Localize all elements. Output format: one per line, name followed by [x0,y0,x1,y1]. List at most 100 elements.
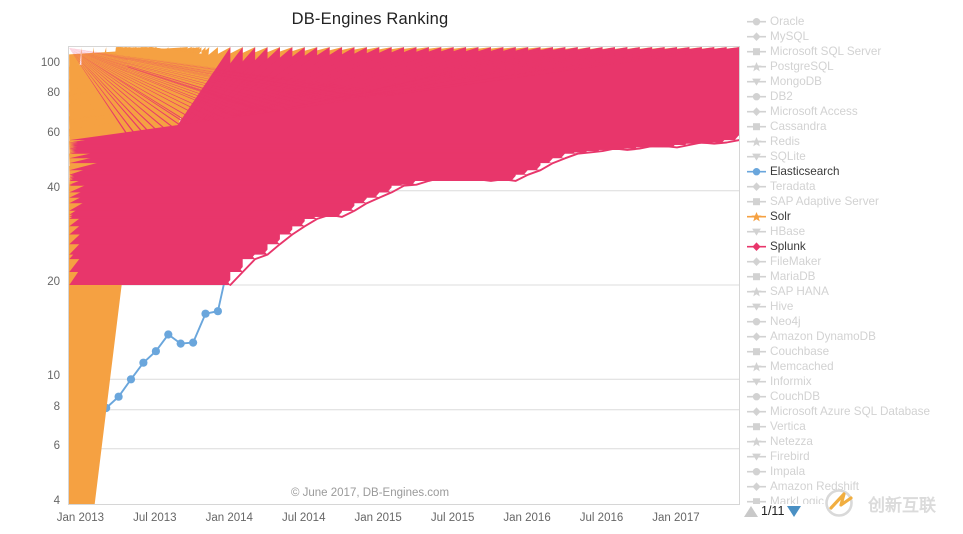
y-tick-label: 8 [53,400,60,413]
legend-item-label: Couchbase [770,345,830,358]
legend-item-db2[interactable]: DB2 [746,89,963,104]
legend-item-label: MongoDB [770,75,822,88]
legend-item-label: Splunk [770,240,806,253]
legend-item-microsoft-sql-server[interactable]: Microsoft SQL Server [746,44,963,59]
legend-marker-icon [746,119,768,134]
legend-item-label: PostgreSQL [770,60,834,73]
y-tick-label: 60 [47,126,60,139]
legend-item-filemaker[interactable]: FileMaker [746,254,963,269]
legend-item-label: SQLite [770,150,806,163]
legend-marker-icon [746,284,768,299]
legend-marker-icon [746,494,768,504]
y-tick-label: 4 [53,495,60,507]
legend-item-label: Amazon DynamoDB [770,330,876,343]
triangle-down-icon[interactable] [787,505,802,517]
legend-item-label: Informix [770,375,812,388]
legend-item-label: CouchDB [770,390,821,403]
legend-item-label: SAP HANA [770,285,829,298]
legend-item-splunk[interactable]: Splunk [746,239,963,254]
legend-marker-icon [746,254,768,269]
plot-area [68,46,740,505]
legend-marker-icon [746,239,768,254]
legend-marker-icon [746,14,768,29]
x-tick-label: Jan 2013 [56,512,105,524]
legend-marker-icon [746,164,768,179]
y-tick-label: 6 [53,439,60,452]
legend-item-label: Oracle [770,15,805,28]
legend-marker-icon [746,74,768,89]
legend-pager[interactable]: 1/11 [744,504,802,518]
legend-item-elasticsearch[interactable]: Elasticsearch [746,164,963,179]
legend-item-redis[interactable]: Redis [746,134,963,149]
series-splunk [69,47,739,286]
legend-item-postgresql[interactable]: PostgreSQL [746,59,963,74]
legend-item-label: MariaDB [770,270,816,283]
legend-marker-icon [746,104,768,119]
data-point [126,375,136,384]
legend-item-microsoft-azure-sql-database[interactable]: Microsoft Azure SQL Database [746,404,963,419]
page-title: DB-Engines Ranking [291,10,449,28]
legend-item-sap-adaptive-server[interactable]: SAP Adaptive Server [746,194,963,209]
y-tick-label: 40 [47,181,60,194]
legend-item-netezza[interactable]: Netezza [746,434,963,449]
legend-item-label: Solr [770,210,791,223]
data-point [69,47,516,489]
legend-marker-icon [746,59,768,74]
data-point [69,47,739,141]
legend-item-label: Netezza [770,435,813,448]
legend-item-mysql[interactable]: MySQL [746,29,963,44]
legend-marker-icon [746,464,768,479]
data-point [139,358,148,367]
legend-item-couchbase[interactable]: Couchbase [746,344,963,359]
x-tick-label: Jan 2017 [652,512,700,524]
legend-marker-icon [746,149,768,164]
data-point [164,330,173,339]
legend-item-cassandra[interactable]: Cassandra [746,119,963,134]
legend-marker-icon [746,329,768,344]
legend-item-hbase[interactable]: HBase [746,224,963,239]
legend-item-label: Firebird [770,450,810,463]
legend-item-label: SAP Adaptive Server [770,195,879,208]
legend-item-couchdb[interactable]: CouchDB [746,389,963,404]
x-tick-label: Jul 2016 [579,512,624,524]
legend-item-hive[interactable]: Hive [746,299,963,314]
legend-marker-icon [746,419,768,434]
legend-marker-icon [746,179,768,194]
legend-item-firebird[interactable]: Firebird [746,449,963,464]
legend-item-amazon-dynamodb[interactable]: Amazon DynamoDB [746,329,963,344]
legend-panel[interactable]: Oracle MySQL Microsoft SQL Server Postgr… [746,14,963,504]
legend-item-marklogic[interactable]: MarkLogic [746,494,963,504]
legend-item-sap-hana[interactable]: SAP HANA [746,284,963,299]
legend-item-label: HBase [770,225,806,238]
legend-item-neo4j[interactable]: Neo4j [746,314,963,329]
y-tick-label: 100 [40,57,60,70]
legend-item-label: FileMaker [770,255,822,268]
legend-item-label: Microsoft Access [770,105,858,118]
triangle-up-icon[interactable] [744,505,758,517]
legend-marker-icon [746,389,768,404]
y-tick-label: 80 [47,87,60,100]
legend-item-label: Elasticsearch [770,165,840,178]
legend-marker-icon [746,449,768,464]
legend-marker-icon [746,404,768,419]
y-tick-label: 20 [47,276,60,288]
legend-item-teradata[interactable]: Teradata [746,179,963,194]
legend-item-label: Amazon Redshift [770,480,859,493]
legend-item-amazon-redshift[interactable]: Amazon Redshift [746,479,963,494]
legend-item-sqlite[interactable]: SQLite [746,149,963,164]
legend-item-mongodb[interactable]: MongoDB [746,74,963,89]
x-tick-label: Jul 2015 [430,512,475,524]
legend-item-microsoft-access[interactable]: Microsoft Access [746,104,963,119]
legend-item-label: Microsoft SQL Server [770,45,882,58]
legend-marker-icon [746,89,768,104]
legend-item-oracle[interactable]: Oracle [746,14,963,29]
legend-item-vertica[interactable]: Vertica [746,419,963,434]
legend-item-memcached[interactable]: Memcached [746,359,963,374]
legend-marker-icon [746,29,768,44]
legend-item-informix[interactable]: Informix [746,374,963,389]
legend-item-impala[interactable]: Impala [746,464,963,479]
legend-marker-icon [746,134,768,149]
legend-item-solr[interactable]: Solr [746,209,963,224]
legend-item-mariadb[interactable]: MariaDB [746,269,963,284]
legend-item-label: Redis [770,135,800,148]
